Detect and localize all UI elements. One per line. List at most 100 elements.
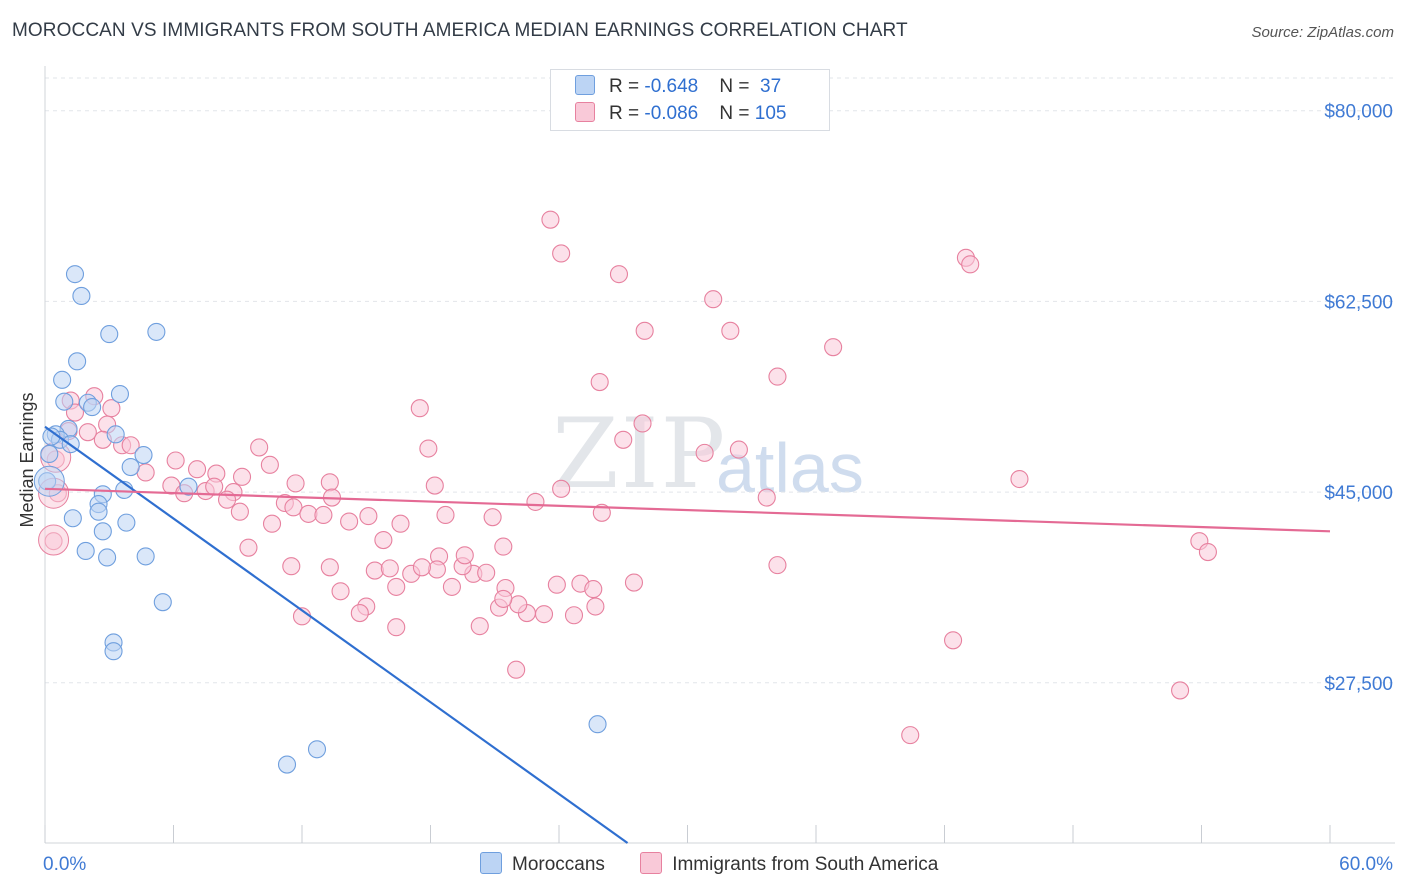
moroccans-point bbox=[136, 547, 155, 566]
south-america-point bbox=[314, 505, 333, 525]
moroccans-point bbox=[68, 352, 87, 371]
south-america-point bbox=[483, 508, 502, 527]
south-america-point bbox=[410, 399, 429, 418]
moroccans-point bbox=[117, 513, 136, 532]
south-america-point bbox=[477, 563, 496, 582]
south-america-point bbox=[205, 477, 224, 496]
south-america-point bbox=[391, 514, 410, 533]
south-america-point bbox=[633, 414, 652, 433]
n-value: 105 bbox=[754, 103, 787, 124]
south-america-point bbox=[320, 473, 339, 492]
south-america-point bbox=[282, 557, 301, 576]
south-america-point bbox=[584, 580, 603, 599]
south-america-point bbox=[526, 492, 545, 511]
south-america-point bbox=[1010, 469, 1029, 489]
y-tick-label: $62,500 bbox=[1324, 292, 1393, 313]
south-america-point bbox=[340, 512, 359, 531]
r-value: -0.086 bbox=[644, 103, 699, 124]
moroccans-point bbox=[63, 509, 82, 528]
r-label: R = bbox=[609, 103, 645, 124]
legend-item-south-america[interactable]: Immigrants from South America bbox=[640, 852, 938, 876]
south-america-point bbox=[425, 476, 444, 495]
south-america-point bbox=[442, 577, 461, 596]
n-label: N = bbox=[719, 103, 755, 124]
chart-source: Source: ZipAtlas.com bbox=[1251, 24, 1394, 41]
x-tick-label-min: 0.0% bbox=[43, 854, 86, 875]
y-tick-label: $27,500 bbox=[1324, 674, 1393, 695]
south-america-point bbox=[262, 514, 282, 533]
south-america-point bbox=[250, 438, 269, 457]
moroccans-point bbox=[98, 548, 117, 567]
x-tick-label-max: 60.0% bbox=[1339, 854, 1393, 875]
south-america-point bbox=[961, 255, 980, 274]
moroccans-point bbox=[83, 398, 102, 417]
axis-layer bbox=[44, 66, 1395, 844]
points-south-america bbox=[38, 210, 1217, 745]
south-america-point bbox=[590, 372, 609, 392]
grid-layer bbox=[45, 77, 1395, 684]
moroccans-point bbox=[121, 457, 140, 477]
points-moroccans bbox=[33, 265, 607, 774]
south-america-point bbox=[387, 618, 406, 637]
south-america-point bbox=[635, 321, 654, 340]
n-label: N = bbox=[719, 76, 755, 97]
south-america-point bbox=[494, 537, 513, 556]
r-label: R = bbox=[609, 76, 645, 97]
south-america-point bbox=[436, 505, 455, 525]
moroccans-trend-line bbox=[44, 425, 629, 844]
south-america-point bbox=[547, 575, 566, 594]
south-america-point bbox=[188, 460, 207, 479]
moroccans-point bbox=[33, 465, 65, 497]
moroccans-point bbox=[147, 322, 166, 341]
moroccans-point bbox=[93, 522, 112, 541]
trend-layer bbox=[44, 425, 1331, 844]
south-america-point bbox=[78, 423, 97, 442]
moroccans-point bbox=[40, 444, 59, 464]
south-america-point bbox=[284, 498, 303, 517]
south-america-swatch bbox=[640, 852, 663, 874]
south-america-point bbox=[757, 488, 776, 507]
south-america-point bbox=[365, 561, 384, 580]
moroccans-point bbox=[588, 715, 607, 734]
label-layer: $80,000 $62,500 $45,000 $27,500 0.0% 60.0% Med… bbox=[17, 102, 1393, 875]
south-america-point bbox=[1198, 542, 1217, 562]
south-america-point bbox=[239, 538, 258, 557]
series-legend: Moroccans Immigrants from South America bbox=[480, 852, 968, 876]
legend-item-moroccans[interactable]: Moroccans bbox=[480, 852, 605, 876]
south-america-point bbox=[230, 502, 249, 521]
moroccans-point bbox=[134, 446, 153, 465]
y-tick-label: $80,000 bbox=[1324, 102, 1393, 123]
stats-row-moroccans: R = -0.648 N = 37 bbox=[575, 75, 781, 99]
south-america-point bbox=[564, 606, 584, 625]
south-america-point bbox=[232, 467, 252, 486]
south-america-point bbox=[320, 558, 339, 577]
south-america-point bbox=[624, 573, 644, 592]
moroccans-point bbox=[89, 502, 108, 521]
south-america-point bbox=[359, 507, 378, 526]
south-america-point bbox=[586, 597, 605, 616]
south-america-point bbox=[419, 439, 438, 458]
south-america-point bbox=[901, 726, 920, 745]
south-america-point bbox=[166, 451, 185, 470]
moroccans-point bbox=[106, 425, 125, 444]
south-america-point bbox=[509, 595, 528, 614]
south-america-point bbox=[1171, 681, 1190, 700]
moroccans-swatch bbox=[480, 852, 502, 874]
stats-legend: R = -0.648 N = 37 R = -0.086 N = 105 bbox=[550, 69, 830, 131]
south-america-point bbox=[412, 558, 431, 577]
south-america-point bbox=[552, 479, 571, 498]
south-america-point bbox=[65, 403, 85, 422]
moroccans-point bbox=[53, 370, 72, 389]
n-value: 37 bbox=[754, 76, 782, 97]
moroccans-point bbox=[72, 286, 91, 305]
moroccans-point bbox=[153, 593, 172, 612]
moroccans-point bbox=[55, 392, 74, 411]
legend-label: Immigrants from South America bbox=[672, 854, 939, 875]
south-america-point bbox=[534, 605, 554, 624]
moroccans-point bbox=[179, 477, 198, 496]
south-america-point bbox=[455, 546, 474, 565]
south-america-point bbox=[721, 321, 740, 340]
r-value: -0.648 bbox=[644, 76, 699, 97]
south-america-point bbox=[695, 443, 714, 462]
